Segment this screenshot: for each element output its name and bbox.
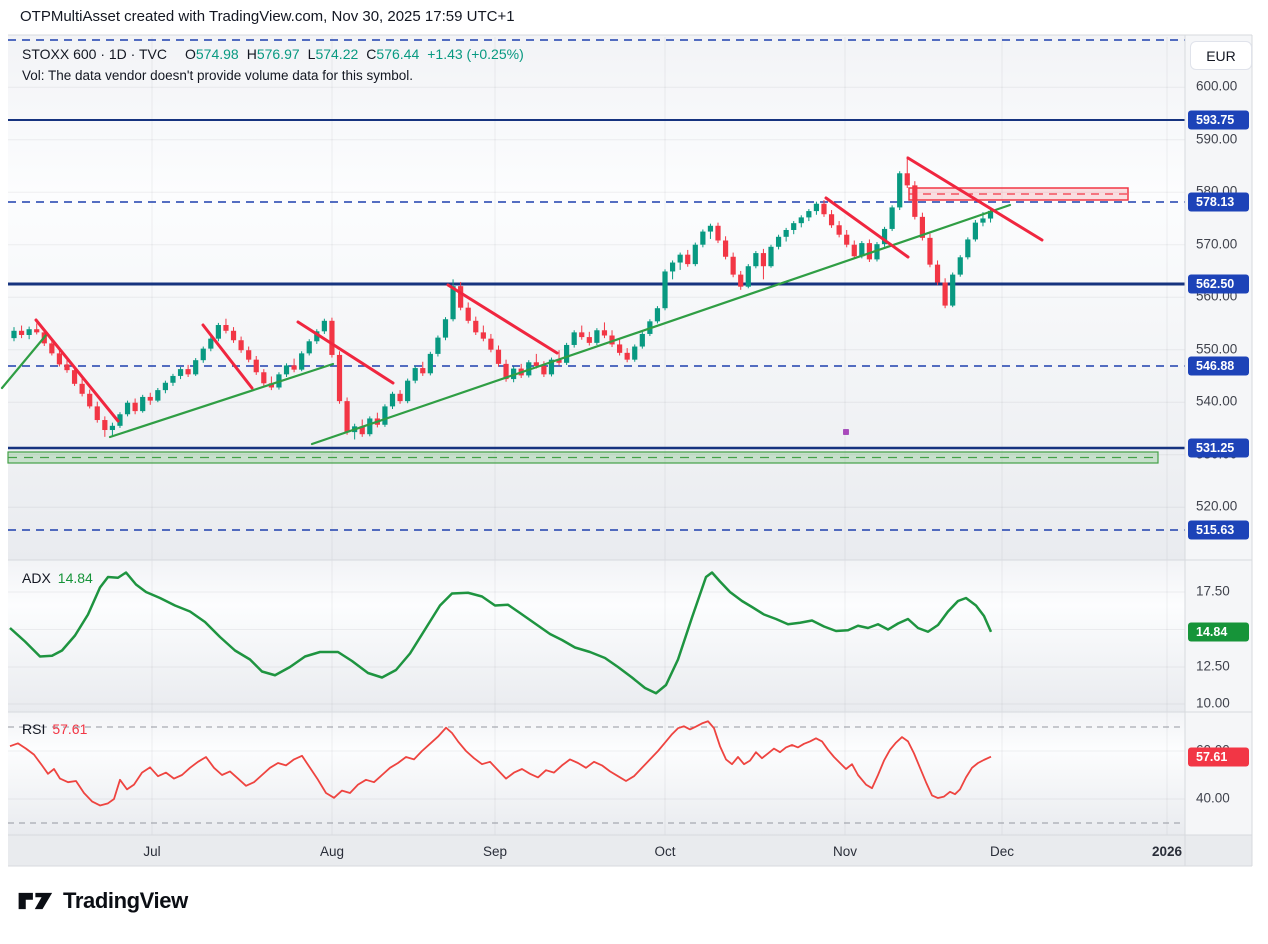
indicator-lines[interactable] <box>8 571 1185 824</box>
price-level-badge <box>1188 438 1249 458</box>
tradingview-logo[interactable]: TradingView <box>18 888 188 914</box>
candlestick-series[interactable] <box>11 156 994 440</box>
adx-tick-label: 10.00 <box>1196 696 1230 711</box>
price-tick-label: 590.00 <box>1196 132 1237 147</box>
tradingview-logo-icon <box>18 892 53 910</box>
change-value: +1.43 (+0.25%) <box>427 46 524 62</box>
price-level-badge <box>1188 520 1249 540</box>
close-label: C <box>366 46 377 62</box>
currency-button[interactable]: EUR <box>1190 41 1252 70</box>
rsi-label: RSI <box>22 721 46 737</box>
close-value: 576.44 <box>376 46 420 62</box>
year-label: 2026 <box>1152 844 1183 859</box>
pane-backgrounds <box>8 35 1252 866</box>
price-level-badge <box>1188 356 1249 376</box>
month-label: Jul <box>143 844 160 859</box>
tradingview-logo-text: TradingView <box>63 888 188 913</box>
month-label: Sep <box>483 844 507 859</box>
price-level-badge <box>1188 110 1249 130</box>
price-levels[interactable] <box>8 39 1185 531</box>
rsi-value-badge <box>1188 747 1249 767</box>
svg-text:14.84: 14.84 <box>1196 625 1227 639</box>
low-value: 574.22 <box>315 46 359 62</box>
time-axis-strip <box>8 835 1252 866</box>
price-tick-label: 570.00 <box>1196 237 1237 252</box>
price-tick-label: 520.00 <box>1196 499 1237 514</box>
adx-legend[interactable]: ADX 14.84 <box>22 570 93 586</box>
pane-separators <box>8 34 1253 867</box>
adx-value: 14.84 <box>57 570 93 586</box>
symbol-legend[interactable]: STOXX 600 · 1D · TVC O574.98 H576.97 L574.2… <box>22 46 524 62</box>
month-label: Aug <box>320 844 344 859</box>
svg-text:57.61: 57.61 <box>1196 750 1227 764</box>
adx-value-badge <box>1188 622 1249 642</box>
purple-marker[interactable] <box>843 429 849 435</box>
month-label: Dec <box>990 844 1014 859</box>
adx-label: ADX <box>22 570 51 586</box>
month-label: Oct <box>654 844 675 859</box>
price-tick-label: 540.00 <box>1196 394 1237 409</box>
rsi-value: 57.61 <box>52 721 88 737</box>
page-title: OTPMultiAsset created with TradingView.c… <box>20 8 515 25</box>
adx-tick-label: 17.50 <box>1196 584 1230 599</box>
price-scale[interactable]: 600.00590.00580.00570.00560.00550.00540.… <box>1188 79 1249 806</box>
gridlines <box>8 37 1185 835</box>
price-tick-label: 550.00 <box>1196 342 1237 357</box>
rsi-legend[interactable]: RSI 57.61 <box>22 721 87 737</box>
rsi-tick-label: 40.00 <box>1196 791 1230 806</box>
price-level-badge <box>1188 274 1249 294</box>
svg-text:515.63: 515.63 <box>1196 523 1234 537</box>
symbol-name: STOXX 600 · 1D · TVC <box>22 46 167 62</box>
adx-tick-label: 12.50 <box>1196 659 1230 674</box>
price-level-badge <box>1188 192 1249 212</box>
price-tick-label: 600.00 <box>1196 79 1237 94</box>
svg-text:562.50: 562.50 <box>1196 277 1234 291</box>
volume-note: Vol: The data vendor doesn't provide vol… <box>22 68 414 83</box>
svg-text:578.13: 578.13 <box>1196 195 1234 209</box>
svg-text:593.75: 593.75 <box>1196 113 1234 127</box>
trendlines[interactable] <box>0 156 1044 446</box>
low-label: L <box>307 46 316 62</box>
adx-line <box>9 571 993 695</box>
open-label: O <box>184 46 196 62</box>
high-value: 576.97 <box>256 46 300 62</box>
time-axis[interactable]: Jul Aug Sep Oct Nov Dec 2026 <box>143 844 1182 859</box>
high-label: H <box>246 46 257 62</box>
month-label: Nov <box>833 844 857 859</box>
svg-text:546.88: 546.88 <box>1196 359 1234 373</box>
svg-text:531.25: 531.25 <box>1196 441 1234 455</box>
open-value: 574.98 <box>195 46 239 62</box>
price-axis-background <box>1185 35 1252 835</box>
rsi-line <box>9 720 992 807</box>
